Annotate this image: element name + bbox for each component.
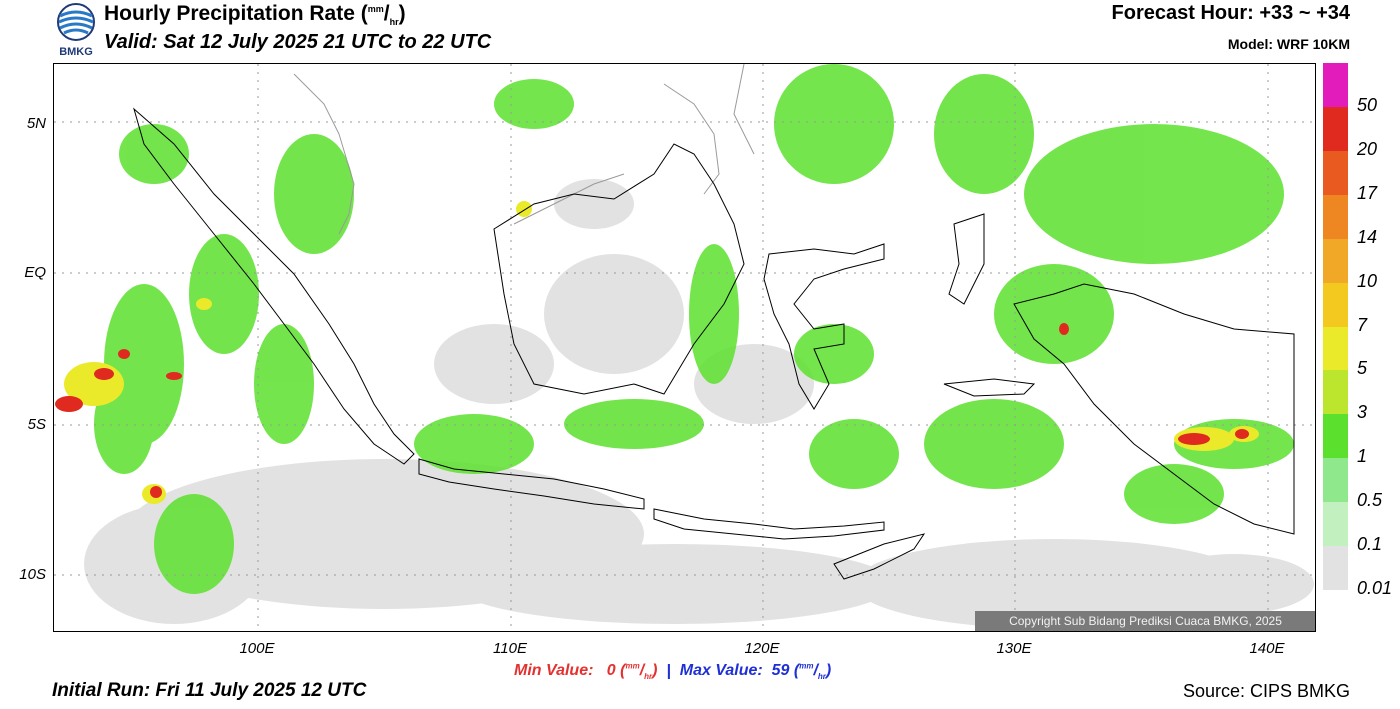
colorbar-segment bbox=[1323, 238, 1348, 283]
colorbar-label: 10 bbox=[1357, 270, 1378, 291]
neighbor-coastlines bbox=[293, 64, 755, 235]
max-label: Max Value: bbox=[679, 662, 763, 680]
colorbar-segment bbox=[1323, 282, 1348, 327]
coastlines bbox=[133, 107, 1295, 580]
min-unit-close: ) bbox=[652, 662, 658, 680]
min-value-group: Min Value: 0 (mm/hr) bbox=[514, 662, 662, 682]
colorbar-segment bbox=[1323, 414, 1348, 459]
title-main: Hourly Precipitation Rate ( bbox=[104, 2, 368, 25]
title-unit-num: mm bbox=[367, 4, 384, 14]
map-canvas bbox=[54, 64, 1315, 631]
light-rain-areas bbox=[84, 179, 1314, 629]
x-label-120e: 120E bbox=[744, 640, 780, 657]
borneo-outline bbox=[493, 143, 745, 395]
timor-outline bbox=[833, 533, 926, 580]
initial-run: Initial Run: Fri 11 July 2025 12 UTC bbox=[52, 680, 367, 701]
sulawesi-outline bbox=[763, 243, 885, 410]
x-label-130e: 130E bbox=[996, 640, 1032, 657]
model-name: Model: WRF 10KM bbox=[1227, 36, 1350, 52]
colorbar-label: 0.1 bbox=[1357, 534, 1383, 555]
title-unit-den: hr bbox=[389, 17, 399, 28]
max-unit-open: ( bbox=[793, 662, 800, 680]
colorbar-segment bbox=[1323, 194, 1348, 239]
sumatra-outline bbox=[133, 107, 415, 465]
colorbar-segment bbox=[1323, 106, 1348, 151]
colorbar-segment bbox=[1323, 502, 1348, 547]
min-unit-open: ( bbox=[620, 662, 626, 680]
max-unit-num: mm bbox=[799, 662, 814, 671]
colorbar-segment bbox=[1323, 326, 1348, 371]
maluku-outline bbox=[948, 213, 985, 305]
min-unit-den: hr bbox=[644, 672, 653, 682]
min-unit-num: mm bbox=[625, 662, 640, 671]
x-label-100e: 100E bbox=[239, 640, 275, 657]
papua-outline bbox=[1013, 283, 1295, 535]
colorbar-label: 14 bbox=[1357, 226, 1378, 247]
source: Source: CIPS BMKG bbox=[1182, 681, 1350, 701]
max-unit-den: hr bbox=[817, 672, 826, 682]
y-label-eq: EQ bbox=[24, 264, 46, 281]
colorbar-segment bbox=[1323, 370, 1348, 415]
title-unit-slash: / bbox=[383, 2, 390, 25]
colorbar-label: 50 bbox=[1357, 94, 1378, 115]
min-max-values: Min Value: 0 (mm/hr) | Max Value: 59 (mm… bbox=[514, 662, 831, 682]
colorbar bbox=[1323, 63, 1348, 591]
colorbar-label: 0.5 bbox=[1357, 490, 1383, 511]
colorbar-segment bbox=[1323, 458, 1348, 503]
max-value-group: Max Value: 59 (mm/hr) bbox=[679, 662, 832, 682]
min-value: 0 bbox=[606, 662, 616, 680]
y-label-5s: 5S bbox=[27, 416, 46, 433]
colorbar-label: 7 bbox=[1357, 314, 1368, 335]
max-unit-slash: / bbox=[813, 662, 818, 680]
colorbar-label: 20 bbox=[1357, 138, 1378, 159]
min-label: Min Value: bbox=[514, 662, 594, 680]
colorbar-label: 0.01 bbox=[1357, 578, 1393, 598]
y-label-10s: 10S bbox=[19, 566, 46, 583]
colorbar-segment bbox=[1323, 63, 1348, 107]
colorbar-label: 1 bbox=[1357, 446, 1368, 467]
colorbar-segment bbox=[1323, 546, 1348, 591]
forecast-hour: Forecast Hour: +33 ~ +34 bbox=[1111, 2, 1350, 24]
copyright-notice: Copyright Sub Bidang Prediksi Cuaca BMKG… bbox=[975, 611, 1315, 631]
x-label-140e: 140E bbox=[1249, 640, 1285, 657]
colorbar-label: 17 bbox=[1357, 182, 1378, 203]
page-title: Hourly Precipitation Rate (mm/hr) bbox=[104, 2, 406, 27]
y-label-5n: 5N bbox=[26, 115, 46, 132]
colorbar-segment bbox=[1323, 150, 1348, 195]
separator: | bbox=[666, 662, 671, 680]
min-unit-slash: / bbox=[639, 662, 645, 680]
max-value: 59 bbox=[771, 662, 790, 680]
bmkg-logo-icon bbox=[52, 2, 100, 60]
colorbar-label: 3 bbox=[1357, 402, 1368, 423]
precipitation-map[interactable]: Copyright Sub Bidang Prediksi Cuaca BMKG… bbox=[53, 63, 1316, 632]
title-close: ) bbox=[398, 2, 406, 25]
max-unit-close: ) bbox=[825, 662, 832, 680]
intense-rain-cores bbox=[55, 323, 1249, 498]
seram-outline bbox=[943, 378, 1036, 397]
java-outline bbox=[418, 458, 645, 510]
logo-text: BMKG bbox=[59, 46, 93, 58]
colorbar-label: 5 bbox=[1357, 358, 1368, 379]
valid-time: Valid: Sat 12 July 2025 21 UTC to 22 UTC bbox=[104, 31, 492, 53]
x-label-110e: 110E bbox=[493, 640, 527, 657]
lesser-sunda-outline bbox=[653, 508, 885, 540]
